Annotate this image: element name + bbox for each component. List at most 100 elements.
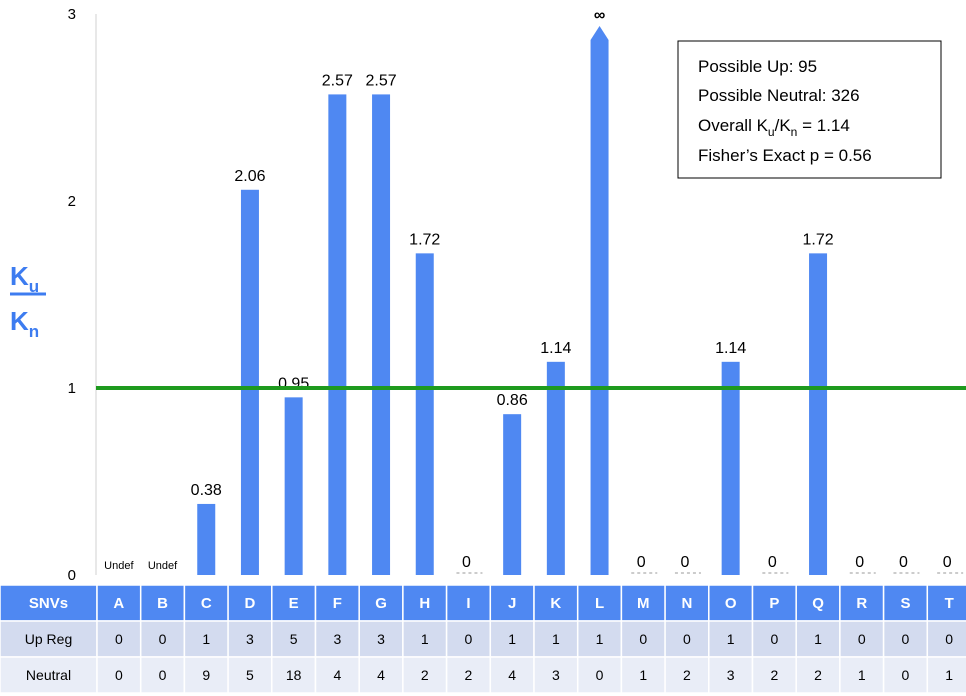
table-cell: 0 [159,667,167,683]
data-label-D: 2.06 [234,168,265,185]
table-cell: 2 [814,667,822,683]
table-cell: 1 [639,667,647,683]
table-header-cell: N [682,595,693,612]
table-cell: 1 [202,631,210,647]
stats-fisher-p: Fisher’s Exact p = 0.56 [698,146,872,165]
table-cell: 1 [814,631,822,647]
table-header-cell: I [466,595,470,612]
table-header-cell: R [856,595,867,612]
table-cell: 3 [727,667,735,683]
bar-C [197,503,216,575]
y-tick-label: 0 [68,567,76,584]
data-label-A: Undef [104,560,134,572]
table-header-cell: E [289,595,299,612]
table-cell: 5 [246,667,254,683]
table-cell: 2 [465,667,473,683]
table-cell: 0 [858,631,866,647]
table-cell: 9 [202,667,210,683]
table-cell: 0 [115,631,123,647]
table-cell: 0 [945,631,953,647]
data-label-S: 0 [899,554,908,571]
table-header-cell: G [375,595,387,612]
bar-G [372,94,391,575]
bar-E [284,397,303,575]
table-cell: 1 [421,631,429,647]
table-header-cell: M [637,595,650,612]
bar-F [328,94,347,575]
table-cell: 1 [596,631,604,647]
svg-text:Ku: Ku [10,261,39,296]
bar-L [590,26,609,575]
table-cell: 1 [552,631,560,647]
data-label-I: 0 [462,554,471,571]
bar-H [415,253,434,576]
table-header-cell: F [333,595,342,612]
table-cell: 4 [377,667,385,683]
table-cell: 3 [333,631,341,647]
data-label-N: 0 [680,554,689,571]
table-cell: 0 [115,667,123,683]
table-header-cell: H [419,595,430,612]
data-label-L: ∞ [594,7,605,24]
data-label-G: 2.57 [365,72,396,89]
data-label-C: 0.38 [191,482,222,499]
bar-D [240,189,259,575]
table-cell: 18 [286,667,302,683]
table-header-cell: P [769,595,779,612]
data-label-R: 0 [855,554,864,571]
y-tick-label: 3 [68,6,76,23]
table-header-cell: K [550,595,561,612]
table-cell: 1 [508,631,516,647]
table-header-row: SNVs A B C D E F G H I J K L M N O P Q R S T [0,584,966,622]
table-cell: 4 [333,667,341,683]
table-header-cell: B [157,595,168,612]
table-cell: 3 [246,631,254,647]
data-label-Q: 1.72 [802,231,833,248]
table-header-cell: J [508,595,516,612]
table-header-cell: O [725,595,737,612]
bar-Q [809,253,828,576]
table-header-cell: T [945,595,954,612]
y-tick-label: 2 [68,193,76,210]
table-header-cell: C [201,595,212,612]
bar-K [546,361,565,575]
table-header-cell: S [900,595,910,612]
data-label-T: 0 [943,554,952,571]
table-header-cell: L [595,595,604,612]
y-axis-label: Ku Kn [10,261,46,341]
table-row: Up Reg 0 0 1 3 5 3 3 1 0 1 1 1 0 0 1 0 1 0 0 0 [0,620,966,658]
table-cell: 1 [945,667,953,683]
table-cell: 1 [727,631,735,647]
y-tick-label: 1 [68,380,76,397]
data-label-K: 1.14 [540,340,571,357]
table-cell: 0 [683,631,691,647]
stats-possible-up: Possible Up: 95 [698,57,817,76]
data-label-H: 1.72 [409,231,440,248]
data-label-M: 0 [637,554,646,571]
table-cell: 0 [770,631,778,647]
table-row: Neutral 0 0 9 5 18 4 4 2 2 4 3 0 1 2 3 2 2 1 0 1 [0,656,966,694]
table-cell: 4 [508,667,516,683]
table-cell: 2 [770,667,778,683]
data-label-O: 1.14 [715,340,746,357]
data-label-P: 0 [768,554,777,571]
table-cell: 0 [902,631,910,647]
table-header-label: SNVs [29,595,68,612]
table-header-cell: A [113,595,124,612]
table-cell: 0 [159,631,167,647]
table-cell: 0 [465,631,473,647]
table-cell: 1 [858,667,866,683]
stats-possible-neutral: Possible Neutral: 326 [698,86,860,105]
table-cell: 0 [902,667,910,683]
table-cell: 2 [421,667,429,683]
table-cell: 0 [596,667,604,683]
bar-J [503,414,522,575]
table-cell: 0 [639,631,647,647]
data-label-B: Undef [148,560,178,572]
table-cell: 2 [683,667,691,683]
table-row-label: Neutral [26,667,71,683]
table-cell: 3 [552,667,560,683]
svg-text:Kn: Kn [10,306,39,341]
table-header-cell: D [245,595,256,612]
